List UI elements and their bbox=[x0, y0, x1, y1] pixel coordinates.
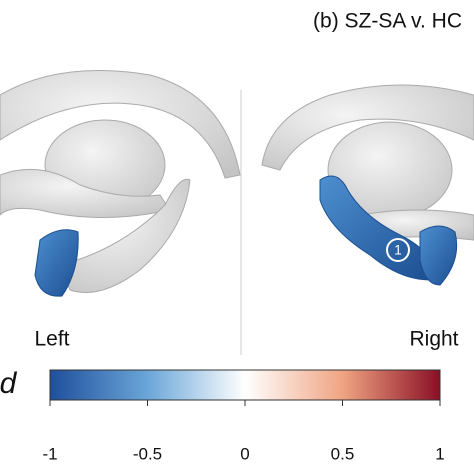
right-brain: 1 bbox=[261, 84, 474, 286]
panel-label: Right bbox=[409, 328, 458, 351]
panel-label: Left bbox=[34, 328, 69, 351]
tick-label: -0.5 bbox=[133, 444, 162, 463]
colorbar bbox=[49, 369, 441, 401]
tick-label: 0 bbox=[240, 444, 249, 463]
panel-title: (b) SZ-SA v. HC bbox=[313, 10, 462, 33]
tick-label: -1 bbox=[42, 444, 57, 463]
annotation-circle bbox=[386, 238, 410, 262]
annotation: 1 bbox=[394, 242, 402, 258]
tick-label: 1 bbox=[435, 444, 444, 463]
tick-label: 0.5 bbox=[331, 444, 355, 463]
left-brain bbox=[0, 70, 241, 297]
colorbar-label: d bbox=[0, 367, 18, 400]
